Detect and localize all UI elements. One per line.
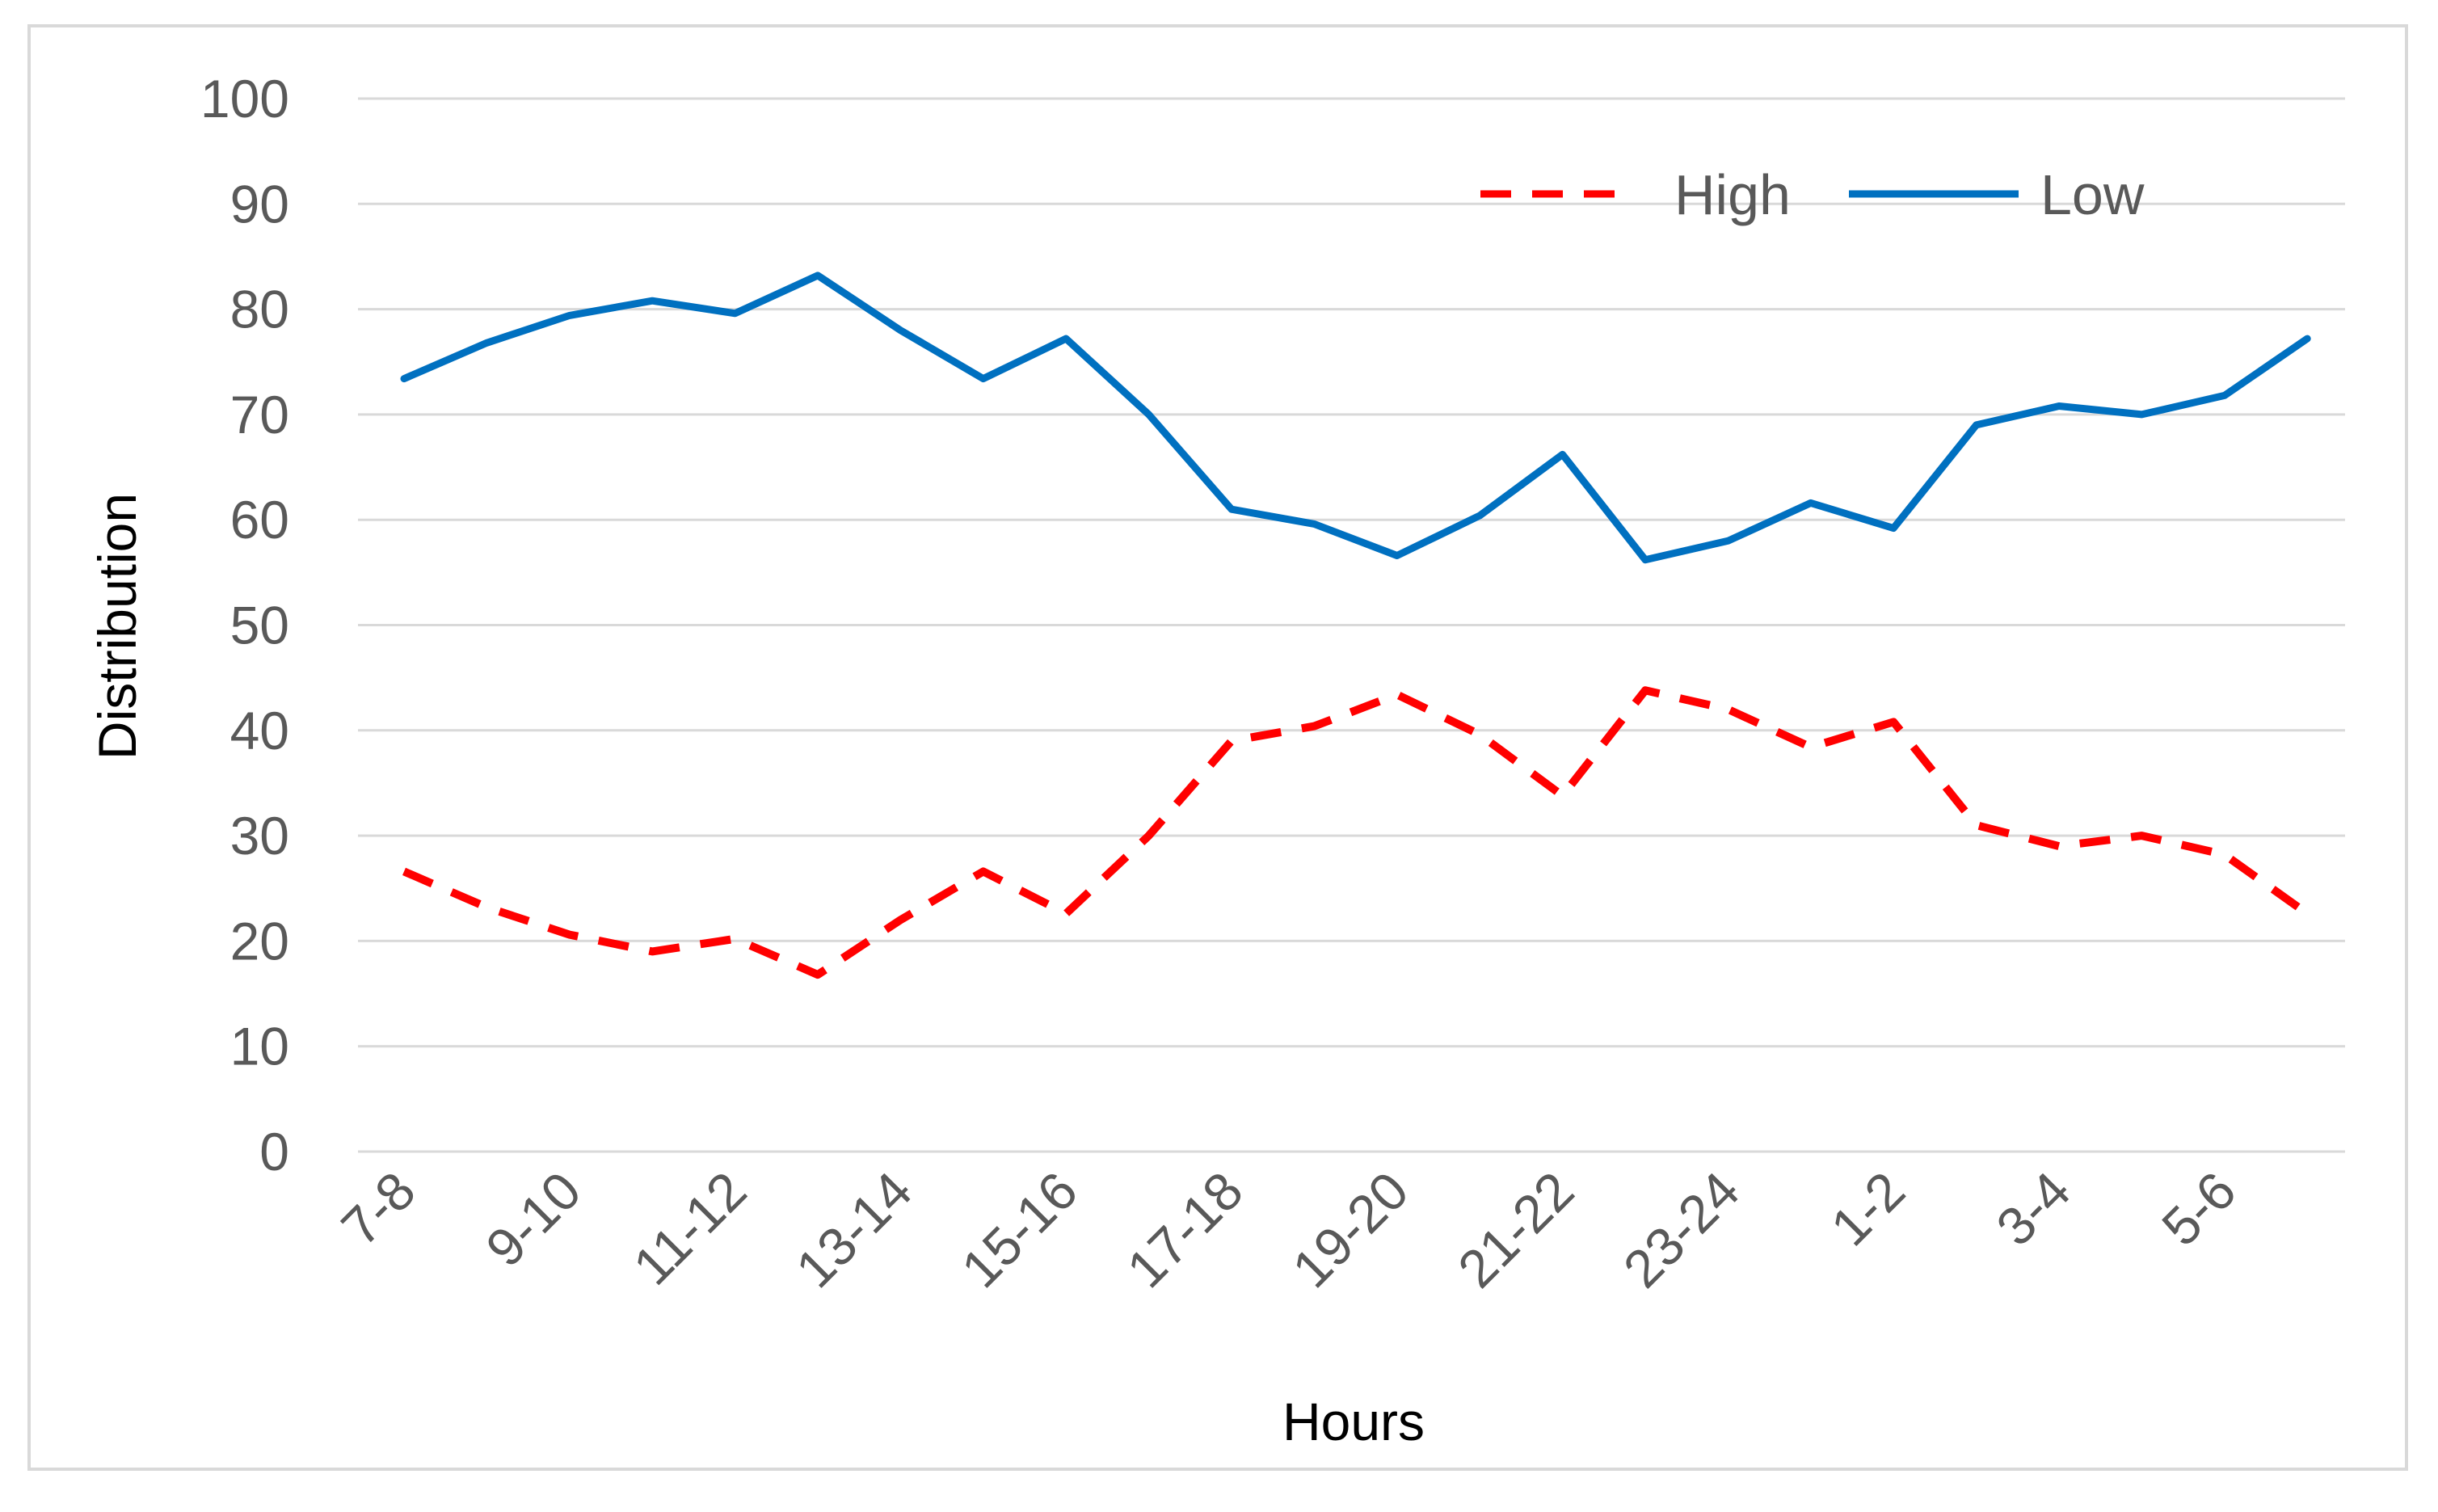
point-low-16-17	[1148, 414, 1150, 415]
x-axis-ticks: 7-8 9-10 11-12 13-14 15-16 17-18 19-20 21-22 23-…	[330, 1160, 2247, 1299]
point-low-3-4	[2058, 405, 2060, 406]
point-high-15-16	[1065, 913, 1067, 915]
x-tick-label-23-24: 23-24	[1612, 1160, 1751, 1299]
point-low-23-24	[1727, 540, 1728, 541]
series-line-high	[402, 686, 2310, 979]
point-high-21-22	[1562, 795, 1564, 797]
y-tick-label-80: 80	[230, 280, 289, 339]
legend: High Low	[1480, 163, 2145, 226]
point-low-5-6	[2224, 394, 2225, 396]
x-tick-label-17-18: 17-18	[1115, 1160, 1254, 1299]
point-high-17-18	[1231, 740, 1232, 742]
point-high-18-19	[1313, 726, 1315, 727]
point-high-13-14	[899, 919, 901, 920]
legend-label-low: Low	[2040, 163, 2145, 226]
y-axis-title: Distribution	[87, 493, 147, 760]
x-tick-label-9-10: 9-10	[474, 1160, 592, 1278]
point-high-23-24	[1727, 709, 1728, 710]
x-tick-label-5-6: 5-6	[2150, 1160, 2247, 1257]
point-low-19-20	[1396, 555, 1398, 557]
x-tick-label-19-20: 19-20	[1281, 1160, 1420, 1299]
y-tick-label-50: 50	[230, 596, 289, 655]
point-high-5-6	[2224, 854, 2225, 856]
point-high-22-23	[1644, 689, 1646, 691]
point-low-22-23	[1644, 559, 1646, 561]
y-tick-label-10: 10	[230, 1017, 289, 1076]
point-high-3-4	[2058, 845, 2060, 847]
y-tick-label-100: 100	[200, 69, 289, 128]
point-low-15-16	[1065, 338, 1067, 339]
series-line-low	[400, 272, 2311, 564]
point-high-1-2	[1893, 721, 1894, 722]
point-low-21-22	[1562, 453, 1564, 455]
y-tick-label-40: 40	[230, 701, 289, 760]
point-low-8-9	[486, 342, 487, 343]
x-tick-label-1-2: 1-2	[1819, 1160, 1916, 1257]
point-high-10-11	[651, 950, 653, 952]
point-low-13-14	[899, 330, 901, 331]
x-tick-label-15-16: 15-16	[950, 1160, 1088, 1299]
y-tick-label-70: 70	[230, 385, 289, 444]
point-high-7-8	[403, 870, 405, 872]
point-low-14-15	[983, 378, 984, 380]
y-tick-label-20: 20	[230, 911, 289, 971]
point-low-9-10	[569, 314, 571, 316]
point-low-12-13	[817, 275, 819, 276]
series-lines	[400, 272, 2311, 979]
y-tick-label-90: 90	[230, 174, 289, 234]
point-low-6-7	[2306, 338, 2308, 339]
point-high-8-9	[486, 907, 487, 908]
point-high-14-15	[983, 870, 984, 872]
point-low-7-8	[403, 378, 405, 380]
point-high-12-13	[817, 974, 819, 975]
point-high-2-3	[1976, 824, 1977, 826]
y-tick-label-60: 60	[230, 490, 289, 550]
point-high-6-7	[2306, 913, 2308, 915]
point-high-19-20	[1396, 693, 1398, 695]
y-axis-ticks: 0 10 20 30 40 50 60 70 80 90 100	[200, 69, 289, 1181]
legend-label-high: High	[1674, 163, 1791, 226]
chart-frame	[27, 24, 2408, 1471]
point-low-17-18	[1231, 508, 1232, 510]
point-high-20-21	[1479, 734, 1480, 735]
gridlines	[358, 97, 2345, 1153]
x-tick-label-11-12: 11-12	[621, 1160, 757, 1296]
point-low-2-3	[1976, 424, 1977, 426]
point-low-10-11	[651, 300, 653, 301]
point-low-4-5	[2141, 414, 2142, 415]
point-low-1-2	[1893, 528, 1894, 529]
x-axis-title: Hours	[1282, 1392, 1425, 1451]
x-tick-label-3-4: 3-4	[1985, 1160, 2082, 1257]
point-low-20-21	[1479, 515, 1480, 516]
point-low-11-12	[735, 313, 736, 314]
x-tick-label-21-22: 21-22	[1446, 1160, 1585, 1299]
x-tick-label-13-14: 13-14	[785, 1160, 924, 1299]
point-low-24-1	[1810, 502, 1812, 503]
y-tick-label-30: 30	[230, 806, 289, 866]
point-high-9-10	[569, 934, 571, 936]
y-tick-label-0: 0	[259, 1122, 289, 1181]
point-high-4-5	[2141, 835, 2142, 836]
point-high-11-12	[735, 938, 736, 940]
x-tick-label-7-8: 7-8	[330, 1160, 427, 1257]
point-high-16-17	[1148, 835, 1150, 836]
point-high-24-1	[1810, 747, 1812, 748]
point-low-18-19	[1313, 523, 1315, 524]
